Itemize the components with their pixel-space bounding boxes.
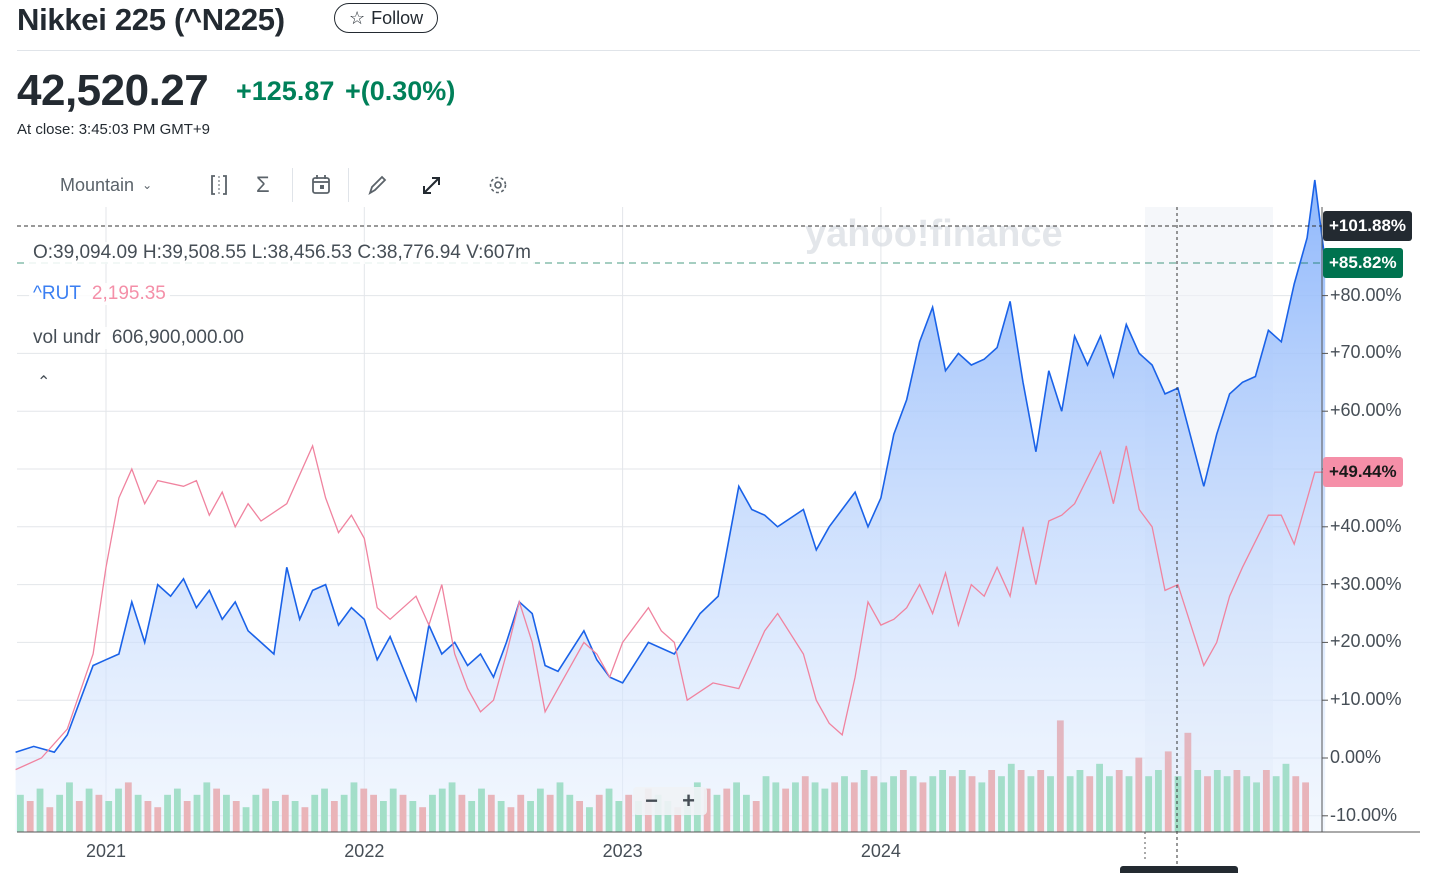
y-tick-label: -10.00% — [1330, 804, 1398, 825]
chart-type-dropdown[interactable]: Mountain ⌄ — [60, 170, 152, 200]
compare-symbol: ^RUT — [33, 283, 81, 304]
close-time: At close: 3:45:03 PM GMT+9 — [17, 121, 211, 138]
collapse-legend-chevron-up-icon[interactable]: ⌃ — [37, 374, 51, 391]
price-change: +125.87 — [236, 76, 335, 106]
compare-value: 2,195.35 — [91, 283, 166, 304]
divider — [348, 168, 349, 202]
nikkei-line — [15, 179, 1326, 754]
follow-button[interactable]: ☆ Follow — [334, 3, 439, 33]
compare-icon[interactable] — [209, 170, 229, 200]
rut-last-value-tag: +49.44% — [1323, 457, 1403, 487]
page-title: Nikkei 225 (^N225) — [17, 2, 285, 37]
y-tick-label: +40.00% — [1330, 515, 1402, 536]
rut-line — [15, 443, 1326, 771]
indicators-sigma-icon[interactable]: Σ — [256, 172, 270, 197]
nikkei-mountain-area — [15, 180, 1326, 832]
volume-legend: vol undr 606,900,000.00 — [29, 327, 248, 349]
y-tick-label: +70.00% — [1330, 342, 1402, 363]
yahoo-finance-watermark: yahoo!finance — [805, 213, 1063, 255]
zoom-in-button[interactable]: + — [682, 788, 695, 813]
zoom-controls: − + — [633, 787, 707, 815]
volume-value: 606,900,000.00 — [111, 327, 244, 348]
y-tick-label: +80.00% — [1330, 284, 1402, 305]
nikkei-last-value-tag: +85.82% — [1323, 248, 1403, 278]
star-icon: ☆ — [349, 7, 366, 28]
calendar-icon[interactable] — [311, 170, 331, 200]
follow-label: Follow — [371, 7, 424, 28]
chart-type-label: Mountain — [60, 174, 135, 195]
y-tick-label: +30.00% — [1330, 573, 1402, 594]
current-price: 42,520.27 — [17, 66, 209, 115]
y-tick-label: +60.00% — [1330, 400, 1402, 421]
ohlc-readout: O:39,094.09 H:39,508.55 L:38,456.53 C:38… — [29, 242, 535, 264]
x-tick-label: 2022 — [344, 841, 385, 861]
price-change-percent: +(0.30%) — [345, 76, 456, 106]
draw-pencil-icon[interactable] — [367, 170, 387, 200]
chevron-down-icon: ⌄ — [142, 178, 153, 192]
volume-label: vol undr — [33, 327, 101, 348]
crosshair-value-tag: +101.88% — [1323, 211, 1413, 241]
y-tick-label: 0.00% — [1330, 747, 1382, 767]
x-tick-label: 2024 — [860, 841, 901, 861]
y-tick-label: +10.00% — [1330, 689, 1402, 710]
zoom-out-button[interactable]: − — [645, 788, 658, 813]
divider — [292, 168, 293, 202]
divider — [17, 50, 1420, 51]
y-tick-label: +20.00% — [1330, 631, 1402, 652]
x-tick-label: 2021 — [86, 841, 127, 861]
expand-icon[interactable] — [421, 170, 441, 200]
settings-gear-icon[interactable] — [488, 170, 508, 200]
compare-legend[interactable]: ^RUT 2,195.35 — [29, 283, 170, 305]
crosshair-date-tag — [1120, 866, 1238, 873]
x-tick-label: 2023 — [602, 841, 643, 861]
